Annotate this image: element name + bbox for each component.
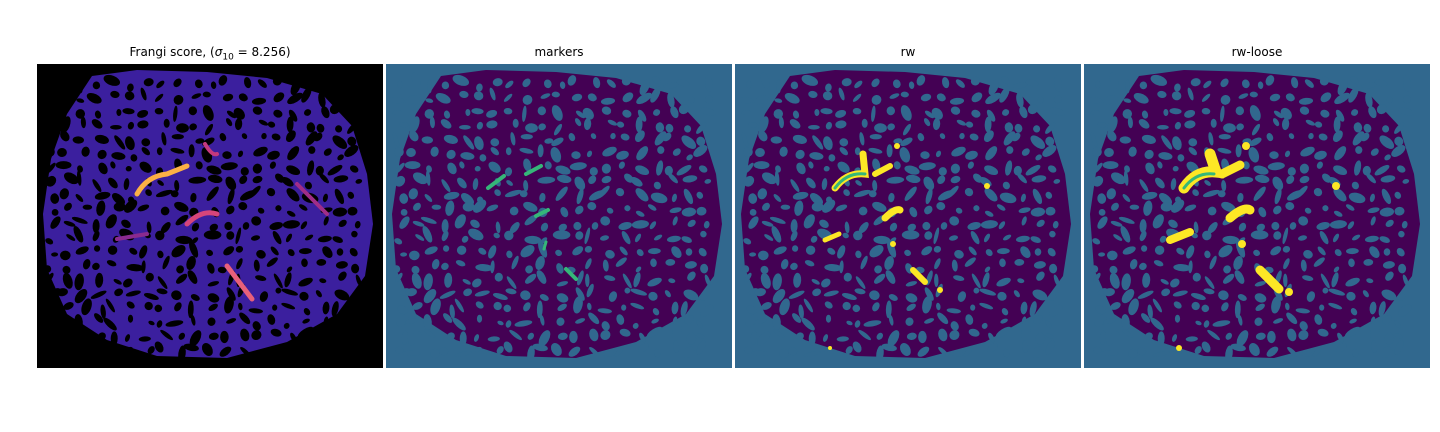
- rw-loose-image: [1084, 64, 1430, 368]
- rw-loose-vessels: [1166, 142, 1340, 351]
- frangi-texture: [38, 72, 368, 362]
- rw-texture: [736, 72, 1066, 362]
- rw-panel-title: rw: [900, 45, 916, 59]
- markers-texture: [387, 72, 717, 362]
- rw-loose-panel-title: rw-loose: [1231, 45, 1283, 59]
- frangi-panel-title: Frangi score, (σ10 = 8.256): [129, 45, 291, 63]
- markers-panel-title: markers: [534, 45, 584, 59]
- markers-image: [386, 64, 732, 368]
- vessel-markers: [486, 164, 578, 281]
- frangi-vessels: [115, 142, 329, 302]
- frangi-score-image: [37, 64, 383, 368]
- rw-vessels: [822, 143, 990, 350]
- rw-image: [735, 64, 1081, 368]
